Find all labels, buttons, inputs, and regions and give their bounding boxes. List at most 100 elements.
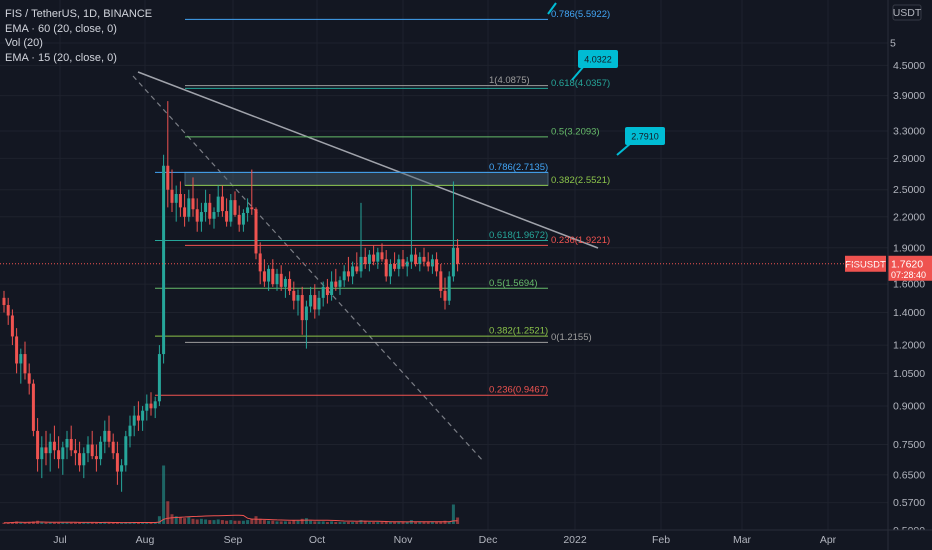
candle-body	[107, 430, 111, 442]
candle-body	[128, 425, 132, 437]
volume-bar	[241, 520, 245, 524]
candle-body	[288, 278, 292, 291]
volume-bar	[275, 521, 279, 524]
price-callouts[interactable]: 4.0322 2.7910	[547, 2, 665, 156]
time-tick: Apr	[820, 534, 837, 546]
candle-body	[309, 295, 313, 307]
volume-bar	[149, 522, 153, 524]
volume-bar	[254, 516, 258, 524]
candle-body	[44, 447, 48, 454]
candle-body	[183, 207, 187, 217]
candle-body	[447, 276, 451, 301]
volume-bar	[304, 518, 308, 524]
volume-bar	[414, 522, 418, 524]
candle-body	[40, 447, 44, 460]
candle-body	[52, 441, 56, 451]
volume-bar	[225, 520, 229, 524]
resistance-zone	[184, 171, 549, 186]
current-price: 1.7620	[891, 258, 923, 270]
volume-bar	[296, 520, 300, 524]
candle-body	[262, 271, 266, 282]
volume-bar	[145, 522, 149, 524]
volume-bar	[78, 522, 82, 524]
volume-bar	[103, 522, 107, 524]
candle-body	[351, 266, 355, 277]
volume-bar	[451, 504, 455, 524]
volume-bar	[99, 522, 103, 524]
volume-bar	[107, 522, 111, 524]
callout-value: 4.0322	[584, 55, 612, 65]
candle-body	[82, 453, 86, 466]
volume-bar	[313, 521, 317, 524]
volume-bar	[94, 522, 98, 524]
candle-body	[145, 403, 149, 411]
volume-bar	[246, 520, 250, 524]
price-tick: 2.2000	[893, 211, 925, 223]
price-tick: 0.9000	[893, 400, 925, 412]
volume-bar	[136, 522, 140, 524]
candle-body	[212, 212, 216, 219]
candle-body	[376, 252, 380, 262]
candle-body	[48, 441, 52, 454]
candle-body	[241, 212, 245, 225]
candle-body	[132, 415, 136, 426]
price-tick: 0.5700	[893, 497, 925, 509]
volume-bar	[393, 522, 397, 524]
price-axis[interactable]: USDT 5 4.5000 3.9000 3.3000 2.9000 2.5000 2.200…	[845, 0, 932, 537]
volume-bar	[405, 522, 409, 524]
candle-body	[124, 436, 128, 466]
candle-body	[99, 441, 103, 460]
candle-body	[195, 209, 199, 222]
candle-body	[388, 264, 392, 277]
candle-body	[304, 306, 308, 321]
time-tick: Dec	[479, 534, 498, 546]
volume-bars	[2, 465, 460, 524]
volume-label[interactable]: Vol (20)	[5, 37, 43, 49]
candle-body	[250, 207, 254, 210]
candle-body	[355, 266, 359, 272]
dashed-trendline	[132, 75, 485, 463]
volume-bar	[90, 522, 94, 524]
countdown: 07:28:40	[891, 270, 926, 280]
candle-body	[94, 456, 98, 460]
candle-body	[36, 430, 40, 460]
price-tick: 3.3000	[893, 125, 925, 137]
ema-60-label[interactable]: EMA · 60 (20, close, 0)	[5, 22, 117, 35]
time-tick: Feb	[652, 534, 670, 546]
volume-bar	[191, 518, 195, 524]
symbol-title[interactable]: FIS / TetherUS, 1D, BINANCE	[5, 8, 153, 20]
candle-body	[271, 268, 275, 285]
volume-bar	[229, 520, 233, 524]
candle-body	[204, 202, 208, 213]
candle-body	[283, 278, 287, 287]
volume-bar	[10, 522, 14, 524]
candle-body	[191, 198, 195, 210]
price-tick: 0.7500	[893, 439, 925, 451]
volume-bar	[384, 521, 388, 524]
candle-body	[157, 354, 161, 402]
time-tick: Oct	[309, 534, 325, 546]
volume-bar	[279, 521, 283, 524]
fib-level-label: 0.5(3.2093)	[551, 126, 600, 137]
volume-bar	[120, 522, 124, 524]
fib-level-label: 1(4.0875)	[489, 75, 530, 86]
candle-body	[86, 444, 90, 454]
volume-bar	[351, 522, 355, 524]
candle-body	[19, 354, 23, 364]
volume-bar	[69, 522, 73, 524]
volume-bar	[422, 522, 426, 524]
fib-level-label: 0.236(0.9467)	[489, 385, 548, 396]
candle-body	[258, 253, 262, 272]
volume-bar	[346, 522, 350, 524]
volume-bar	[40, 522, 44, 524]
volume-bar	[288, 521, 292, 524]
volume-bar	[447, 521, 451, 524]
candle-body	[57, 450, 61, 460]
fib-level-label: 0.5(1.5694)	[489, 278, 538, 289]
candle-body	[435, 259, 439, 272]
volume-bar	[220, 520, 224, 524]
volume-bar	[65, 522, 69, 524]
ema-15-label[interactable]: EMA · 15 (20, close, 0)	[5, 51, 117, 64]
